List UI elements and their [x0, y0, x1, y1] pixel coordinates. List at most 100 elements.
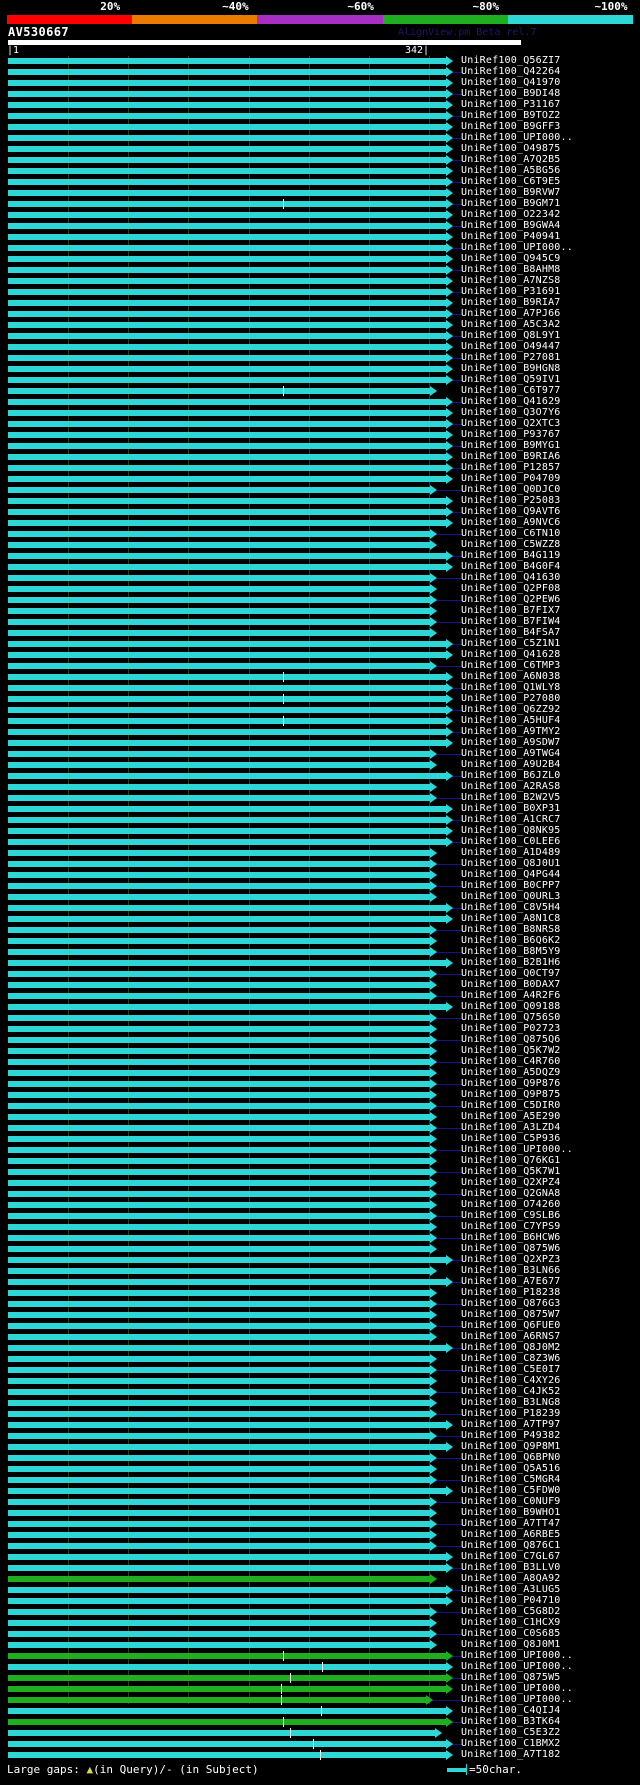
alignment-row[interactable]: UniRef100_C6T977 [0, 385, 640, 397]
hsp-bar[interactable] [8, 1543, 431, 1549]
alignment-row[interactable]: UniRef100_Q8NK95 [0, 825, 640, 837]
hsp-bar[interactable] [8, 707, 446, 713]
hsp-bar[interactable] [8, 1741, 446, 1747]
hsp-bar[interactable] [8, 894, 431, 900]
hit-accession-label[interactable]: UniRef100_Q3O7Y6 [461, 407, 561, 418]
hsp-bar[interactable] [8, 586, 431, 592]
hsp-bar[interactable] [8, 1521, 431, 1527]
hit-accession-label[interactable]: UniRef100_Q875W5 [461, 1672, 561, 1683]
alignment-row[interactable]: UniRef100_Q5A516 [0, 1463, 640, 1475]
hit-accession-label[interactable]: UniRef100_A9NVC6 [461, 517, 561, 528]
alignment-row[interactable]: UniRef100_Q2XTC3 [0, 418, 640, 430]
alignment-row[interactable]: UniRef100_C5MGR4 [0, 1474, 640, 1486]
hit-accession-label[interactable]: UniRef100_Q6FUE0 [461, 1320, 561, 1331]
hsp-bar[interactable] [8, 1037, 431, 1043]
hit-accession-label[interactable]: UniRef100_Q8NK95 [461, 825, 561, 836]
alignment-row[interactable]: UniRef100_Q9P8M1 [0, 1441, 640, 1453]
alignment-row[interactable]: UniRef100_B8AHM8 [0, 264, 640, 276]
alignment-row[interactable]: UniRef100_A8QA92 [0, 1573, 640, 1585]
alignment-row[interactable]: UniRef100_C0NUF9 [0, 1496, 640, 1508]
alignment-row[interactable]: UniRef100_Q6ZZ92 [0, 704, 640, 716]
hsp-bar[interactable] [8, 1268, 431, 1274]
hit-accession-label[interactable]: UniRef100_Q41630 [461, 572, 561, 583]
alignment-row[interactable]: UniRef100_A5DQZ9 [0, 1067, 640, 1079]
hsp-bar[interactable] [8, 927, 431, 933]
alignment-row[interactable]: UniRef100_Q2XPZ3 [0, 1254, 640, 1266]
hsp-bar[interactable] [8, 498, 446, 504]
hit-accession-label[interactable]: UniRef100_A7Q2B5 [461, 154, 561, 165]
hsp-bar[interactable] [8, 1345, 446, 1351]
hit-accession-label[interactable]: UniRef100_B9HGN8 [461, 363, 561, 374]
hit-accession-label[interactable]: UniRef100_Q5A516 [461, 1463, 561, 1474]
hsp-bar[interactable] [8, 1664, 446, 1670]
alignment-row[interactable]: UniRef100_Q8J0M2 [0, 1342, 640, 1354]
hit-accession-label[interactable]: UniRef100_P93767 [461, 429, 561, 440]
alignment-row[interactable]: UniRef100_A1D489 [0, 847, 640, 859]
hit-accession-label[interactable]: UniRef100_Q8L9Y1 [461, 330, 561, 341]
hit-accession-label[interactable]: UniRef100_B0DAX7 [461, 979, 561, 990]
alignment-row[interactable]: UniRef100_UPI000.. [0, 1650, 640, 1662]
hit-accession-label[interactable]: UniRef100_A6RBE5 [461, 1529, 561, 1540]
hsp-bar[interactable] [8, 861, 431, 867]
hsp-bar[interactable] [8, 509, 446, 515]
alignment-row[interactable]: UniRef100_C0S685 [0, 1628, 640, 1640]
hit-accession-label[interactable]: UniRef100_P31691 [461, 286, 561, 297]
hit-accession-label[interactable]: UniRef100_B8M5Y9 [461, 946, 561, 957]
hit-accession-label[interactable]: UniRef100_B4G119 [461, 550, 561, 561]
hit-accession-label[interactable]: UniRef100_B9WHO1 [461, 1507, 561, 1518]
alignment-row[interactable]: UniRef100_P27081 [0, 352, 640, 364]
alignment-row[interactable]: UniRef100_B0CPP7 [0, 880, 640, 892]
alignment-row[interactable]: UniRef100_UPI000.. [0, 1144, 640, 1156]
alignment-row[interactable]: UniRef100_Q2PF08 [0, 583, 640, 595]
alignment-row[interactable]: UniRef100_P93767 [0, 429, 640, 441]
hit-accession-label[interactable]: UniRef100_Q41970 [461, 77, 561, 88]
hsp-bar[interactable] [8, 1400, 431, 1406]
hit-accession-label[interactable]: UniRef100_B7FIX7 [461, 605, 561, 616]
hit-accession-label[interactable]: UniRef100_Q2XPZ4 [461, 1177, 561, 1188]
hsp-bar[interactable] [8, 1554, 446, 1560]
alignment-row[interactable]: UniRef100_B9GWA4 [0, 220, 640, 232]
alignment-row[interactable]: UniRef100_A5E290 [0, 1111, 640, 1123]
hit-accession-label[interactable]: UniRef100_B8AHM8 [461, 264, 561, 275]
alignment-row[interactable]: UniRef100_C5DIR0 [0, 1100, 640, 1112]
hsp-bar[interactable] [8, 454, 446, 460]
hit-accession-label[interactable]: UniRef100_C7GL67 [461, 1551, 561, 1562]
hsp-bar[interactable] [8, 465, 446, 471]
alignment-row[interactable]: UniRef100_O49875 [0, 143, 640, 155]
hsp-bar[interactable] [8, 366, 446, 372]
alignment-row[interactable]: UniRef100_A7PJ66 [0, 308, 640, 320]
hsp-bar[interactable] [8, 1169, 431, 1175]
hsp-bar[interactable] [8, 1488, 446, 1494]
hit-accession-label[interactable]: UniRef100_A8QA92 [461, 1573, 561, 1584]
hit-accession-label[interactable]: UniRef100_Q0DJC0 [461, 484, 561, 495]
alignment-row[interactable]: UniRef100_Q875W7 [0, 1309, 640, 1321]
alignment-row[interactable]: UniRef100_P18239 [0, 1408, 640, 1420]
hsp-bar[interactable] [8, 212, 446, 218]
alignment-row[interactable]: UniRef100_Q59IV1 [0, 374, 640, 386]
hsp-bar[interactable] [8, 883, 431, 889]
hit-accession-label[interactable]: UniRef100_Q5K7W1 [461, 1166, 561, 1177]
hit-accession-label[interactable]: UniRef100_Q945C9 [461, 253, 561, 264]
alignment-row[interactable]: UniRef100_P02723 [0, 1023, 640, 1035]
hit-accession-label[interactable]: UniRef100_P18239 [461, 1408, 561, 1419]
alignment-row[interactable]: UniRef100_C5G8D2 [0, 1606, 640, 1618]
hsp-bar[interactable] [8, 608, 431, 614]
hsp-bar[interactable] [8, 1675, 446, 1681]
hit-accession-label[interactable]: UniRef100_Q1WLY8 [461, 682, 561, 693]
hsp-bar[interactable] [8, 80, 446, 86]
hsp-bar[interactable] [8, 773, 446, 779]
alignment-row[interactable]: UniRef100_A7NZS8 [0, 275, 640, 287]
hit-accession-label[interactable]: UniRef100_P27081 [461, 352, 561, 363]
hsp-bar[interactable] [8, 663, 431, 669]
hit-accession-label[interactable]: UniRef100_Q8J0U1 [461, 858, 561, 869]
hit-accession-label[interactable]: UniRef100_A3LUG5 [461, 1584, 561, 1595]
hit-accession-label[interactable]: UniRef100_O22342 [461, 209, 561, 220]
hit-accession-label[interactable]: UniRef100_P04709 [461, 473, 561, 484]
hsp-bar[interactable] [8, 1708, 446, 1714]
alignment-row[interactable]: UniRef100_Q756S0 [0, 1012, 640, 1024]
alignment-row[interactable]: UniRef100_P12857 [0, 462, 640, 474]
alignment-row[interactable]: UniRef100_A6RBE5 [0, 1529, 640, 1541]
alignment-row[interactable]: UniRef100_A3LUG5 [0, 1584, 640, 1596]
alignment-row[interactable]: UniRef100_B8M5Y9 [0, 946, 640, 958]
hsp-bar[interactable] [8, 1004, 446, 1010]
